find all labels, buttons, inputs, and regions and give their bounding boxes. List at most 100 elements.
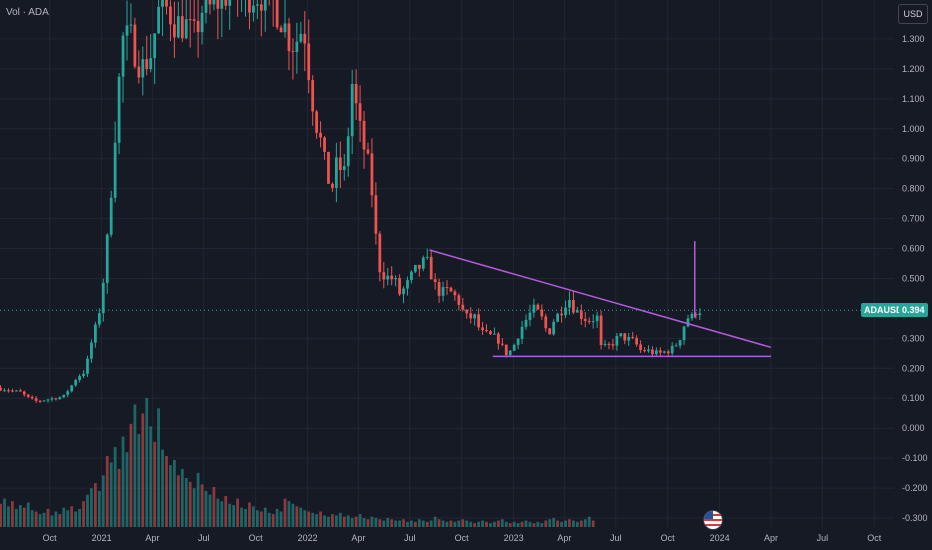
candle-body — [643, 350, 646, 352]
candle-body — [623, 333, 627, 341]
volume-bar — [319, 511, 322, 527]
volume-bar — [504, 521, 508, 527]
volume-bar — [579, 520, 583, 527]
volume-bar — [311, 512, 315, 527]
volume-indicator-label[interactable]: Vol · ADA — [6, 7, 49, 18]
time-axis[interactable]: Oct 2021 Apr Jul Oct 2022 Apr Jul Oct 2023 Apr Jul O… — [43, 533, 882, 543]
candle-body — [457, 295, 461, 305]
candle-body — [532, 304, 536, 313]
candle-body — [568, 299, 571, 308]
volume-bar — [0, 503, 2, 527]
candle-body — [698, 313, 702, 316]
candle-body — [137, 66, 141, 78]
candle-body — [11, 390, 14, 392]
candle-body — [323, 137, 326, 152]
volume-bar — [188, 481, 192, 527]
candle-body — [449, 287, 453, 292]
volume-bar — [228, 503, 232, 527]
candle-body — [149, 58, 153, 70]
volume-bar — [350, 517, 354, 527]
volume-bar — [275, 508, 279, 527]
candle-body — [429, 256, 433, 280]
volume-bar — [97, 490, 101, 527]
candle-body — [560, 313, 563, 316]
volume-bar — [524, 520, 528, 527]
candle-body — [157, 6, 160, 34]
volume-bar — [220, 501, 224, 527]
volume-bar — [180, 468, 184, 527]
y-tick-label: 0.200 — [902, 363, 925, 373]
candle-body — [489, 331, 492, 335]
candle-body — [299, 33, 303, 42]
candle-body — [386, 275, 390, 280]
volume-bar — [3, 498, 6, 527]
volume-bar — [117, 468, 121, 527]
y-tick-label: 1.000 — [902, 124, 925, 134]
chart-grid — [0, 0, 894, 527]
candlestick-series — [0, 0, 702, 404]
candle-body — [192, 19, 196, 21]
volume-bar — [437, 519, 441, 527]
volume-bar — [406, 521, 409, 527]
volume-bar — [564, 520, 567, 527]
candle-body — [485, 330, 488, 332]
volume-bar — [449, 520, 453, 527]
candle-body — [0, 387, 2, 391]
x-tick-label: Oct — [867, 533, 882, 543]
candle-body — [583, 318, 587, 321]
candle-body — [101, 282, 105, 314]
candle-body — [358, 103, 362, 121]
volume-bar — [331, 514, 334, 527]
volume-bar — [378, 519, 382, 527]
volume-bar — [338, 512, 342, 527]
volume-bar — [212, 487, 216, 527]
volume-bar — [141, 413, 145, 527]
candle-body — [153, 33, 157, 59]
candle-body — [406, 280, 409, 289]
candle-body — [670, 345, 674, 354]
candle-body — [655, 350, 658, 355]
volume-bar — [433, 516, 437, 527]
volume-bar — [26, 502, 30, 527]
volume-bar — [346, 515, 350, 527]
volume-bar — [520, 521, 524, 527]
candle-body — [287, 23, 291, 52]
us-flag-icon[interactable] — [703, 510, 723, 530]
volume-bar — [441, 520, 445, 527]
volume-bar — [255, 510, 259, 527]
candle-body — [674, 345, 678, 347]
candle-body — [461, 304, 465, 310]
volume-bar — [70, 506, 74, 527]
candle-body — [161, 0, 164, 7]
candle-body — [579, 310, 583, 319]
volume-bar — [473, 523, 477, 527]
volume-bar — [109, 462, 113, 527]
candle-body — [548, 328, 552, 335]
candle-body — [552, 321, 556, 335]
candle-body — [402, 288, 405, 295]
volume-bar — [390, 519, 394, 527]
volume-bar — [544, 520, 548, 527]
price-axis[interactable]: 1.300 1.200 1.100 1.000 0.900 0.800 0.700 0.600… — [902, 34, 928, 523]
y-tick-label: 0.300 — [902, 333, 925, 343]
candle-body — [169, 6, 172, 25]
candle-body — [469, 313, 473, 319]
volume-bar — [469, 521, 473, 527]
candle-body — [34, 398, 38, 401]
volume-bar — [532, 523, 536, 527]
currency-button[interactable]: USD — [898, 4, 928, 24]
candle-body — [599, 315, 603, 346]
x-tick-label: Oct — [455, 533, 470, 543]
candle-body — [319, 132, 322, 138]
volume-bar — [176, 475, 180, 527]
candle-body — [342, 166, 346, 171]
candle-body — [350, 84, 354, 137]
candle-body — [30, 396, 34, 399]
volume-bar — [157, 408, 160, 527]
y-tick-label: -0.100 — [902, 453, 928, 463]
volume-bar — [366, 519, 370, 527]
volume-bar — [161, 449, 164, 527]
candle-body — [14, 390, 18, 392]
candle-body — [46, 399, 50, 401]
